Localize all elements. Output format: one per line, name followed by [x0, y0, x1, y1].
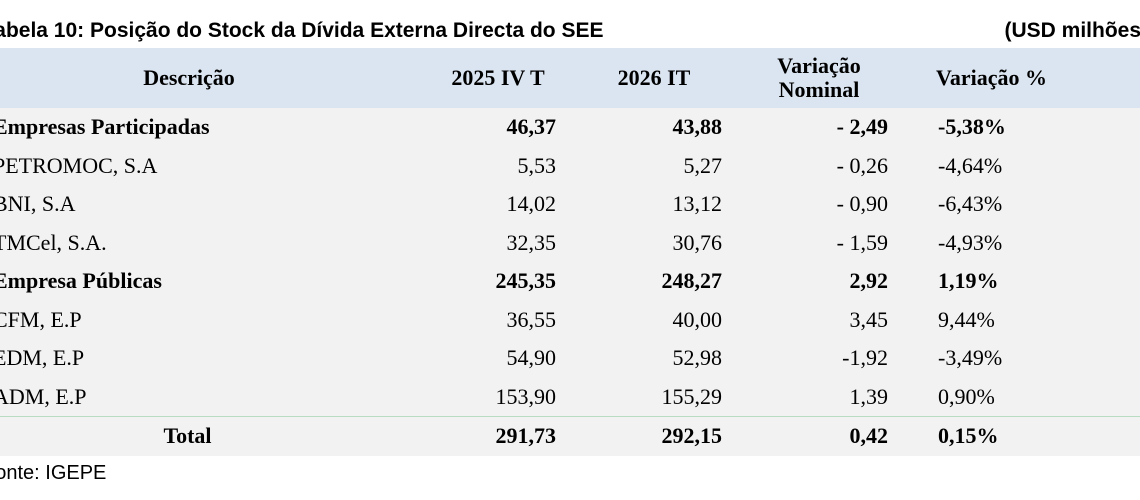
row-desc: BNI, S.A	[0, 191, 76, 217]
header-variacao-nominal: Variação Nominal	[722, 48, 888, 108]
header-2025-ivt: 2025 IV T	[451, 65, 545, 90]
header-variacao-pct: Variação %	[936, 65, 1048, 90]
units-label: (USD milhões)	[1004, 19, 1140, 42]
row-variacao-nominal: - 0,26	[836, 152, 888, 178]
total-row: Total 291,73 292,15 0,42 0,15%	[0, 416, 1140, 456]
row-value-2026: 13,12	[672, 191, 723, 217]
row-variacao-pct: 1,19%	[938, 268, 999, 294]
row-desc: CFM, E.P	[0, 306, 82, 332]
row-value-2026: 40,00	[672, 306, 723, 332]
table-row: CFM, E.P 36,55 40,00 3,45 9,44%	[0, 300, 1140, 339]
row-variacao-nominal: 1,39	[849, 383, 889, 409]
row-desc: ADM, E.P	[0, 383, 87, 409]
row-variacao-nominal: 2,92	[849, 268, 889, 294]
header-variacao-line2: Nominal	[778, 77, 860, 102]
row-variacao-pct: 9,44%	[938, 306, 995, 332]
header-variacao-line1: Variação	[777, 53, 861, 78]
table-row: BNI, S.A 14,02 13,12 - 0,90 -6,43%	[0, 185, 1140, 224]
table-row: PETROMOC, S.A 5,53 5,27 - 0,26 -4,64%	[0, 146, 1140, 185]
total-value-2026: 292,15	[661, 423, 723, 449]
title-row: Tabela 10: Posição do Stock da Dívida Ex…	[0, 19, 1140, 47]
row-value-2025: 54,90	[506, 345, 557, 371]
row-variacao-pct: 0,90%	[938, 383, 995, 409]
row-variacao-pct: -6,43%	[938, 191, 1003, 217]
row-value-2026: 52,98	[672, 345, 723, 371]
total-value-2025: 291,73	[495, 423, 557, 449]
table-container: Descrição 2025 IV T 2026 IT Variação Nom…	[0, 48, 1140, 456]
row-value-2026: 30,76	[672, 229, 723, 255]
row-value-2025: 153,90	[495, 383, 557, 409]
row-desc: EDM, E.P	[0, 345, 85, 371]
row-value-2025: 32,35	[506, 229, 557, 255]
row-value-2025: 5,53	[517, 152, 557, 178]
row-desc: PETROMOC, S.A	[0, 152, 158, 178]
row-value-2026: 248,27	[661, 268, 723, 294]
row-variacao-nominal: - 0,90	[836, 191, 888, 217]
table-title: Tabela 10: Posição do Stock da Dívida Ex…	[0, 19, 604, 42]
table-row: ADM, E.P 153,90 155,29 1,39 0,90%	[0, 377, 1140, 416]
row-variacao-pct: -4,93%	[938, 229, 1003, 255]
row-value-2026: 155,29	[661, 383, 723, 409]
row-value-2026: 43,88	[672, 114, 723, 140]
row-variacao-nominal: - 1,59	[836, 229, 888, 255]
row-desc: TMCel, S.A.	[0, 229, 107, 255]
row-variacao-pct: -5,38%	[938, 114, 1006, 140]
row-value-2026: 5,27	[683, 152, 723, 178]
row-desc: Empresas Participadas	[0, 114, 210, 140]
header-row: Descrição 2025 IV T 2026 IT Variação Nom…	[0, 48, 1140, 108]
row-value-2025: 245,35	[495, 268, 557, 294]
row-variacao-nominal: 3,45	[849, 306, 889, 332]
total-variacao-pct: 0,15%	[938, 423, 999, 449]
row-variacao-nominal: - 2,49	[836, 114, 888, 140]
header-descricao: Descrição	[143, 65, 235, 90]
source-note: Fonte: IGEPE	[0, 462, 107, 484]
row-variacao-nominal: -1,92	[842, 345, 888, 371]
row-variacao-pct: -3,49%	[938, 345, 1003, 371]
row-value-2025: 14,02	[506, 191, 557, 217]
table-row: Empresa Públicas 245,35 248,27 2,92 1,19…	[0, 262, 1140, 301]
table-row: Empresas Participadas 46,37 43,88 - 2,49…	[0, 108, 1140, 147]
row-desc: Empresa Públicas	[0, 268, 162, 294]
table-row: EDM, E.P 54,90 52,98 -1,92 -3,49%	[0, 339, 1140, 378]
row-value-2025: 36,55	[506, 306, 557, 332]
total-label: Total	[163, 423, 212, 449]
debt-stock-table: Descrição 2025 IV T 2026 IT Variação Nom…	[0, 48, 1140, 456]
row-variacao-pct: -4,64%	[938, 152, 1003, 178]
header-2026-it: 2026 IT	[617, 65, 691, 90]
row-value-2025: 46,37	[506, 114, 557, 140]
total-variacao-nominal: 0,42	[849, 423, 889, 449]
table-row: TMCel, S.A. 32,35 30,76 - 1,59 -4,93%	[0, 223, 1140, 262]
